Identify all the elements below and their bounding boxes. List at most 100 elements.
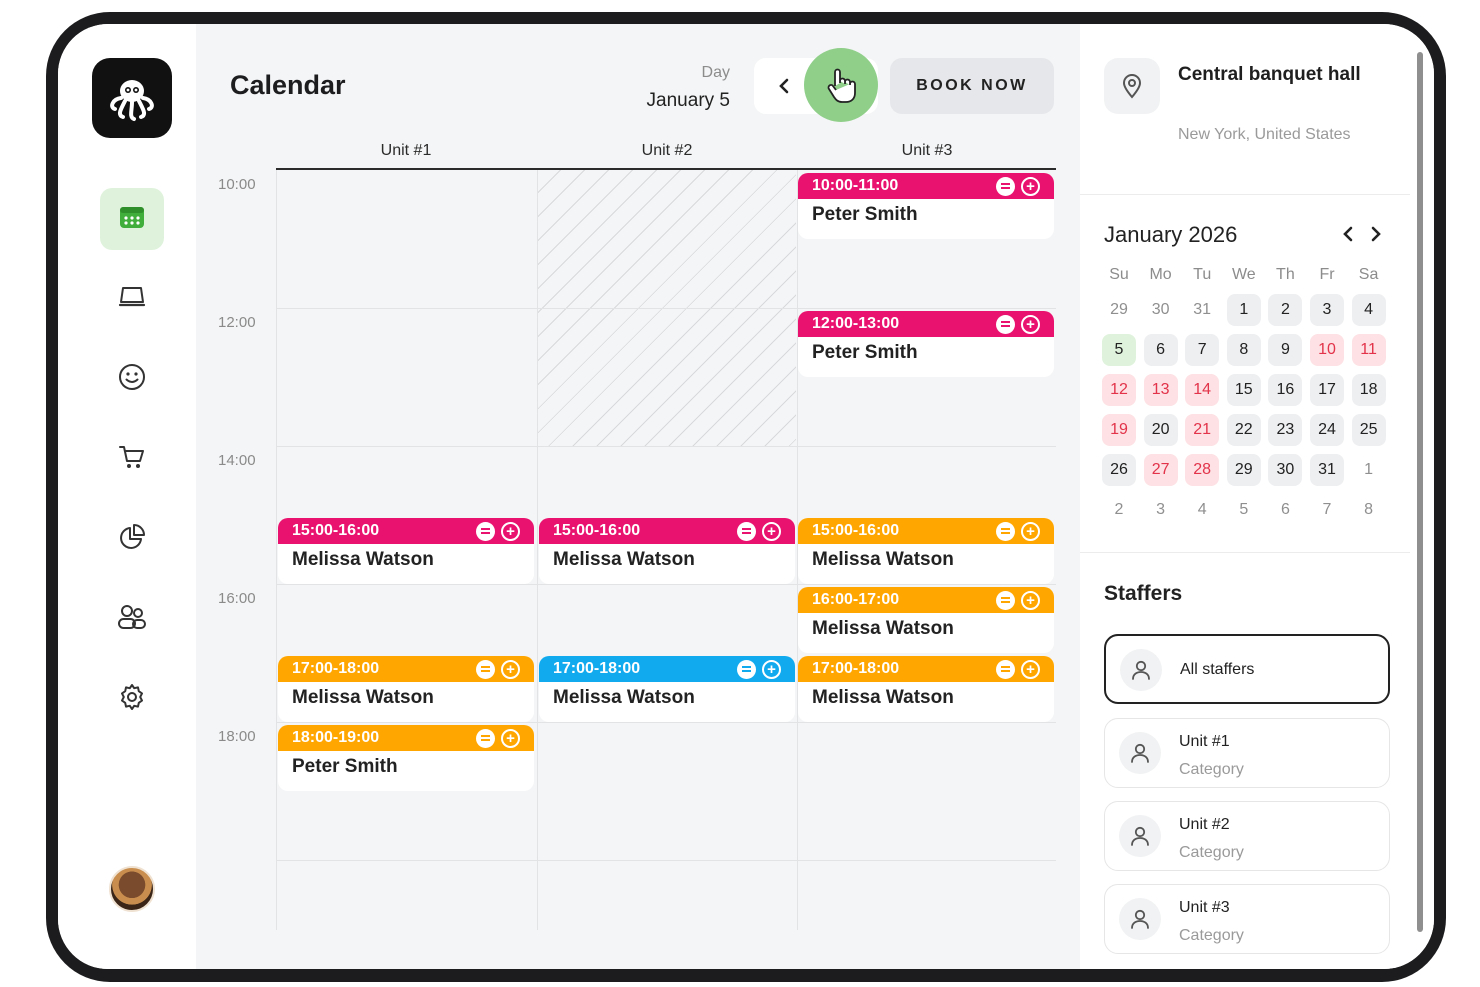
chat-icon[interactable] [476,728,495,748]
prev-day-button[interactable] [770,72,798,100]
view-mode-label: Day [701,64,730,81]
calendar-day[interactable]: 23 [1268,414,1303,446]
calendar-day[interactable]: 7 [1322,501,1332,518]
calendar-day[interactable]: 24 [1310,414,1344,446]
add-icon[interactable]: + [762,659,781,679]
booking-event[interactable]: 18:00-19:00 + Peter Smith [278,725,534,791]
calendar-day[interactable]: 7 [1185,334,1220,366]
calendar-day[interactable]: 31 [1193,301,1212,318]
event-time: 12:00-13:00 [812,315,900,332]
staffer-card[interactable]: Unit #1 Category [1104,718,1390,788]
prev-month-button[interactable] [1336,222,1360,246]
event-actions: + [737,659,781,679]
staffer-card[interactable]: Unit #2 Category [1104,801,1390,871]
calendar-day[interactable]: 20 [1143,414,1178,446]
scroll-thumb[interactable] [1417,52,1423,932]
calendar-day[interactable]: 8 [1364,501,1374,518]
chat-icon[interactable] [996,659,1015,679]
chat-icon[interactable] [737,659,756,679]
event-time-bar: 16:00-17:00 + [798,587,1054,613]
location-pin-button[interactable] [1104,58,1160,114]
chat-icon[interactable] [996,314,1015,334]
page-title: Calendar [230,70,346,100]
calendar-day[interactable]: 26 [1102,454,1136,486]
calendar-day[interactable]: 29 [1110,301,1128,318]
add-icon[interactable]: + [501,728,520,748]
calendar-day[interactable]: 2 [1268,294,1303,326]
next-day-button[interactable] [804,48,878,122]
chat-icon[interactable] [996,176,1015,196]
calendar-day[interactable]: 3 [1310,294,1344,326]
calendar-day[interactable]: 5 [1239,501,1249,518]
calendar-day[interactable]: 18 [1351,374,1386,406]
calendar-day[interactable]: 4 [1197,501,1207,518]
nav-calendar-button[interactable] [100,188,164,250]
calendar-day[interactable]: 9 [1268,334,1303,366]
user-avatar[interactable] [109,866,155,912]
calendar-day[interactable]: 2 [1114,501,1124,518]
calendar-day[interactable]: 3 [1156,501,1166,518]
octopus-logo[interactable] [92,58,172,138]
calendar-day[interactable]: 10 [1310,334,1344,366]
calendar-day[interactable]: 12 [1102,374,1136,406]
calendar-day[interactable]: 4 [1351,294,1386,326]
add-icon[interactable]: + [1021,176,1040,196]
calendar-day[interactable]: 1 [1226,294,1261,326]
nav-gear-button[interactable] [100,668,164,730]
add-icon[interactable]: + [501,659,520,679]
nav-cart-button[interactable] [100,428,164,490]
add-icon[interactable]: + [1021,314,1040,334]
calendar-day[interactable]: 1 [1364,461,1374,478]
booking-event[interactable]: 15:00-16:00 + Melissa Watson [278,518,534,584]
chat-icon[interactable] [476,521,495,541]
calendar-day[interactable]: 6 [1143,334,1178,366]
nav-laptop-button[interactable] [100,268,164,330]
booking-event[interactable]: 17:00-18:00 + Melissa Watson [798,656,1054,722]
calendar-day[interactable]: 15 [1226,374,1261,406]
booking-event[interactable]: 17:00-18:00 + Melissa Watson [539,656,795,722]
book-now-button[interactable]: BOOK NOW [890,58,1054,114]
calendar-day[interactable]: 6 [1280,501,1290,518]
add-icon[interactable]: + [501,521,520,541]
calendar-day[interactable]: 16 [1268,374,1303,406]
calendar-day[interactable]: 31 [1310,454,1344,486]
calendar-day[interactable]: 30 [1151,301,1170,318]
chat-icon[interactable] [737,521,756,541]
calendar-day[interactable]: 25 [1351,414,1386,446]
staffer-card[interactable]: All staffers [1104,634,1390,704]
add-icon[interactable]: + [762,521,781,541]
booking-event[interactable]: 17:00-18:00 + Melissa Watson [278,656,534,722]
nav-users-button[interactable] [100,588,164,650]
booking-event[interactable]: 15:00-16:00 + Melissa Watson [798,518,1054,584]
calendar-day[interactable]: 21 [1185,414,1220,446]
booking-event[interactable]: 15:00-16:00 + Melissa Watson [539,518,795,584]
next-month-button[interactable] [1364,222,1388,246]
calendar-day[interactable]: 5 [1102,334,1136,366]
chat-icon[interactable] [996,521,1015,541]
calendar-day[interactable]: 11 [1351,334,1386,366]
nav-smiley-button[interactable] [100,348,164,410]
booking-event[interactable]: 16:00-17:00 + Melissa Watson [798,587,1054,653]
event-time-bar: 17:00-18:00 + [798,656,1054,682]
add-icon[interactable]: + [1021,659,1040,679]
smiley-icon [117,362,147,397]
booking-event[interactable]: 10:00-11:00 + Peter Smith [798,173,1054,239]
nav-pie-chart-button[interactable] [100,508,164,570]
scrollbar[interactable] [1414,44,1426,949]
calendar-day[interactable]: 13 [1143,374,1178,406]
add-icon[interactable]: + [1021,521,1040,541]
calendar-day[interactable]: 28 [1185,454,1220,486]
calendar-day[interactable]: 22 [1226,414,1261,446]
calendar-day[interactable]: 14 [1185,374,1220,406]
calendar-day[interactable]: 27 [1143,454,1178,486]
booking-event[interactable]: 12:00-13:00 + Peter Smith [798,311,1054,377]
calendar-day[interactable]: 8 [1226,334,1261,366]
add-icon[interactable]: + [1021,590,1040,610]
calendar-day[interactable]: 30 [1268,454,1303,486]
staffer-card[interactable]: Unit #3 Category [1104,884,1390,954]
chat-icon[interactable] [996,590,1015,610]
chat-icon[interactable] [476,659,495,679]
calendar-day[interactable]: 19 [1102,414,1136,446]
calendar-day[interactable]: 17 [1310,374,1344,406]
calendar-day[interactable]: 29 [1226,454,1261,486]
